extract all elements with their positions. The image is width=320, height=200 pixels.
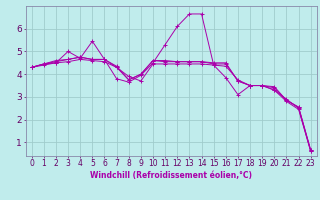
X-axis label: Windchill (Refroidissement éolien,°C): Windchill (Refroidissement éolien,°C) [90,171,252,180]
